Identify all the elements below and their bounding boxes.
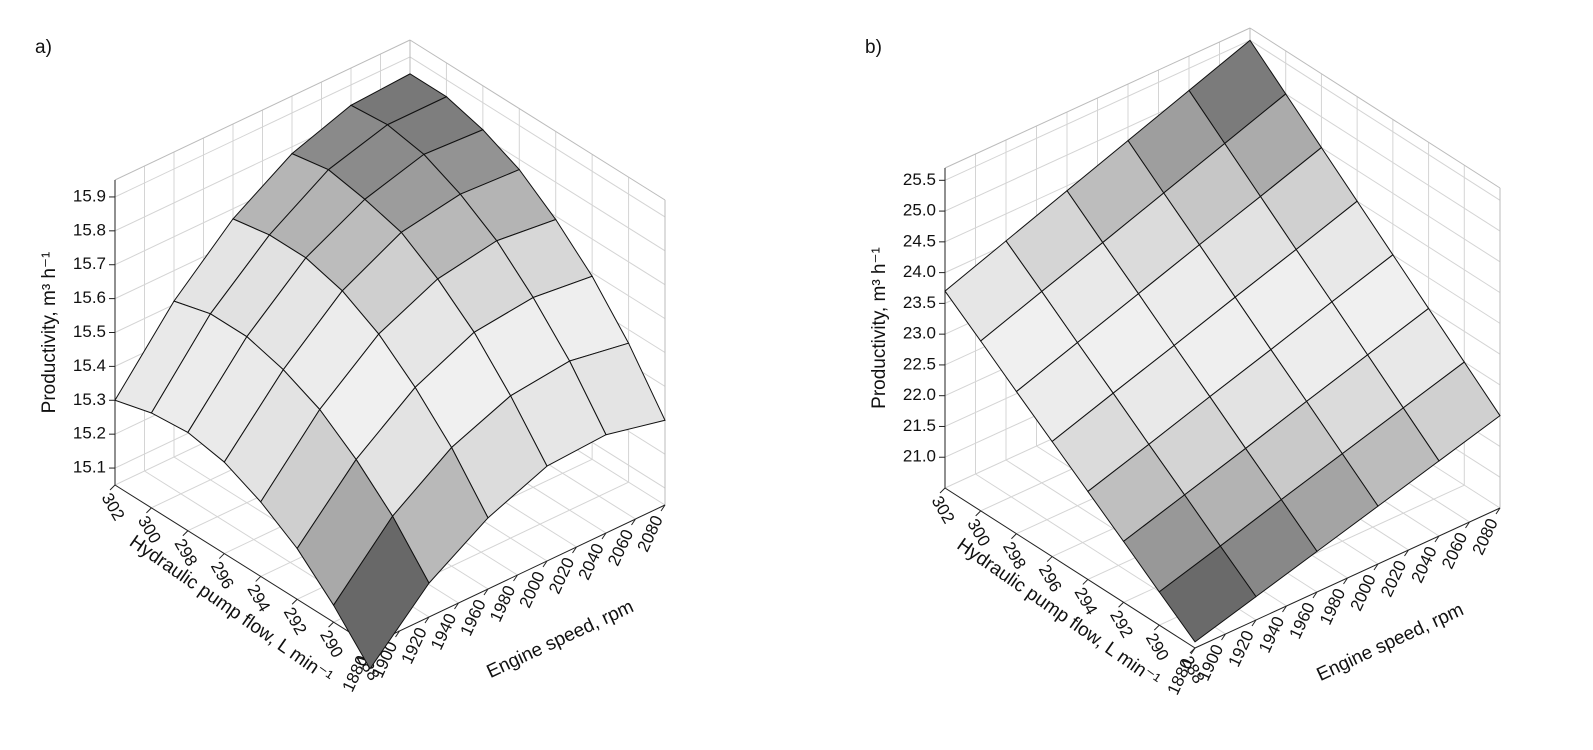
surface-cell	[332, 515, 430, 670]
grid-line	[409, 56, 666, 218]
tick-mark	[1373, 563, 1379, 571]
x-tick-label: 1940	[1255, 614, 1288, 656]
panel-label: a)	[35, 37, 52, 58]
tick-mark	[660, 504, 666, 512]
y-tick-label: 290	[316, 627, 347, 661]
x-tick-label: 2040	[574, 541, 607, 583]
grid-line	[1249, 70, 1501, 232]
y-tick-label: 290	[1142, 630, 1173, 664]
tick-mark	[1434, 535, 1440, 543]
box-edge	[944, 27, 1251, 169]
tick-mark	[483, 588, 489, 596]
tick-mark	[1011, 533, 1017, 540]
tick-mark	[1046, 556, 1053, 562]
tick-mark	[1404, 549, 1409, 557]
box-edge	[409, 39, 666, 201]
tick-mark	[601, 532, 607, 540]
z-tick-label: 15.2	[73, 424, 106, 443]
z-tick-label: 25.5	[903, 170, 936, 189]
z-axis-title: Productivity, m³ h⁻¹	[869, 247, 890, 409]
z-tick-label: 24.5	[903, 231, 936, 250]
tick-mark	[109, 484, 116, 491]
tick-mark	[513, 574, 518, 582]
z-tick-label: 15.9	[73, 186, 106, 205]
surface-chart: 1880190019201940196019802000202020402060…	[865, 27, 1502, 698]
tick-mark	[1118, 601, 1124, 608]
z-tick-label: 21.5	[903, 416, 936, 435]
z-tick-label: 15.3	[73, 390, 106, 409]
x-tick-label: 1920	[1224, 628, 1257, 670]
x-tick-label: 2060	[604, 527, 637, 569]
y-axis-title: Hydraulic pump flow, L min⁻¹	[953, 534, 1164, 690]
panel-label: b)	[865, 37, 882, 58]
x-tick-label: 1960	[1285, 600, 1318, 642]
tick-mark	[1343, 577, 1348, 585]
tick-mark	[424, 616, 430, 624]
tick-mark	[218, 553, 225, 559]
z-tick-label: 15.5	[73, 322, 106, 341]
tick-mark	[182, 530, 189, 537]
z-tick-label: 24.0	[903, 262, 936, 281]
z-tick-label: 25.0	[903, 201, 936, 220]
tick-mark	[1153, 624, 1160, 631]
z-tick-label: 23.0	[903, 324, 936, 343]
x-tick-label: 2000	[515, 569, 548, 611]
tick-mark	[395, 630, 400, 638]
axis-line	[944, 487, 1196, 649]
tick-mark	[1189, 647, 1196, 654]
tick-mark	[1082, 579, 1089, 585]
x-tick-label: 2040	[1407, 544, 1440, 586]
x-tick-label: 2080	[633, 513, 666, 555]
axis-line	[114, 484, 371, 646]
x-tick-label: 1920	[397, 625, 430, 667]
x-tick-label: 1980	[486, 583, 519, 625]
tick-mark	[1312, 591, 1318, 599]
z-tick-label: 15.8	[73, 220, 106, 239]
tick-mark	[572, 546, 577, 554]
z-tick-label: 15.6	[73, 288, 106, 307]
tick-mark	[542, 560, 548, 568]
x-tick-label: 1960	[456, 597, 489, 639]
tick-mark	[328, 621, 334, 628]
surface-chart: 1880190019201940196019802000202020402060…	[35, 37, 667, 695]
tick-mark	[146, 507, 152, 514]
grid-line	[114, 56, 411, 198]
grid-line	[1249, 39, 1501, 201]
surface-cell	[1158, 545, 1257, 643]
x-tick-label: 1940	[427, 611, 460, 653]
tick-mark	[1495, 507, 1501, 515]
grid-line	[944, 39, 1251, 181]
z-tick-label: 15.1	[73, 458, 106, 477]
tick-mark	[939, 487, 946, 494]
z-tick-label: 22.0	[903, 385, 936, 404]
y-tick-label: 302	[928, 493, 959, 527]
z-tick-label: 23.5	[903, 293, 936, 312]
x-tick-label: 2020	[1377, 558, 1410, 600]
z-tick-label: 22.5	[903, 354, 936, 373]
tick-mark	[1251, 619, 1257, 627]
box-edge	[1249, 27, 1501, 189]
x-tick-label: 2060	[1438, 530, 1471, 572]
y-tick-label: 292	[280, 604, 311, 638]
tick-mark	[255, 576, 262, 582]
z-tick-label: 15.7	[73, 254, 106, 273]
z-tick-label: 15.4	[73, 356, 106, 375]
box-edge	[114, 39, 411, 181]
tick-mark	[631, 518, 636, 526]
y-tick-label: 302	[98, 490, 129, 524]
z-tick-label: 21.0	[903, 447, 936, 466]
tick-mark	[291, 598, 298, 605]
z-axis-title: Productivity, m³ h⁻¹	[39, 252, 60, 414]
x-tick-label: 1980	[1316, 586, 1349, 628]
tick-mark	[1465, 521, 1470, 529]
x-tick-label: 2020	[545, 555, 578, 597]
tick-mark	[454, 602, 459, 610]
tick-mark	[1282, 605, 1287, 613]
x-tick-label: 2080	[1468, 516, 1501, 558]
tick-mark	[1221, 633, 1226, 641]
x-tick-label: 2000	[1346, 572, 1379, 614]
tick-mark	[975, 510, 982, 517]
